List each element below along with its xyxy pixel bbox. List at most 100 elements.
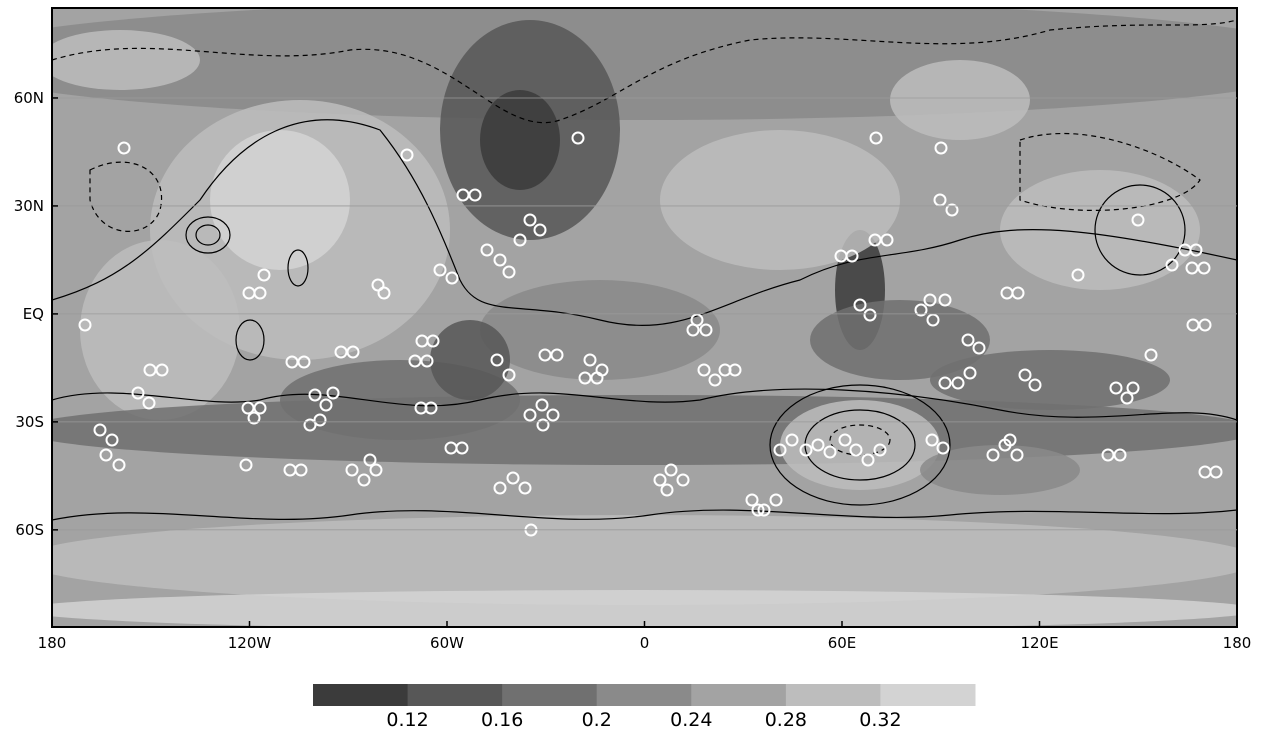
contour-line <box>52 19 1237 124</box>
field-patch <box>810 300 990 380</box>
site-marker <box>1011 286 1025 300</box>
site-marker <box>697 363 711 377</box>
site-marker <box>253 401 267 415</box>
site-marker <box>571 131 585 145</box>
site-marker <box>1189 243 1203 257</box>
site-marker <box>490 353 504 367</box>
colorbar-label: 0.2 <box>582 709 612 731</box>
contour-line <box>52 388 1237 421</box>
site-marker <box>319 398 333 412</box>
contour-line <box>235 319 265 361</box>
x-tick-label: 120E <box>1020 634 1058 652</box>
x-tick-label: 60E <box>828 634 857 652</box>
y-tick-label: 30S <box>15 413 44 431</box>
site-marker <box>506 471 520 485</box>
field-patch <box>930 350 1170 410</box>
y-tick-label: 60S <box>15 521 44 539</box>
site-marker <box>117 141 131 155</box>
site-marker <box>769 493 783 507</box>
site-marker <box>1071 268 1085 282</box>
site-marker <box>346 345 360 359</box>
site-marker <box>518 481 532 495</box>
contour-line <box>185 216 231 254</box>
site-marker <box>1209 465 1223 479</box>
y-tick-label: EQ <box>23 305 44 323</box>
field-patch <box>1000 170 1200 290</box>
contour-line <box>89 161 163 232</box>
site-marker <box>660 483 674 497</box>
site-marker <box>502 368 516 382</box>
contour-line <box>769 384 951 506</box>
contour-line <box>52 509 1237 521</box>
site-marker <box>142 396 156 410</box>
site-marker <box>294 463 308 477</box>
field-patch <box>52 590 1237 627</box>
site-marker <box>951 376 965 390</box>
site-marker <box>546 408 560 422</box>
site-marker <box>239 458 253 472</box>
site-marker <box>523 213 537 227</box>
site-marker <box>880 233 894 247</box>
site-marker <box>933 193 947 207</box>
x-tick-label: 0 <box>640 634 650 652</box>
site-marker <box>535 398 549 412</box>
site-marker <box>105 433 119 447</box>
contour-line <box>287 249 309 287</box>
site-marker <box>1131 213 1145 227</box>
colorbar-swatch <box>502 684 598 706</box>
site-marker <box>945 203 959 217</box>
field-patch <box>890 60 1030 140</box>
site-marker <box>923 293 937 307</box>
site-marker <box>502 265 516 279</box>
site-marker <box>869 131 883 145</box>
site-marker <box>1197 261 1211 275</box>
site-marker <box>455 441 469 455</box>
field-patch <box>52 515 1237 605</box>
site-marker <box>313 413 327 427</box>
site-marker <box>925 433 939 447</box>
site-marker <box>853 298 867 312</box>
site-marker <box>1018 368 1032 382</box>
site-marker <box>699 323 713 337</box>
site-marker <box>253 286 267 300</box>
colorbar-swatch <box>691 684 787 706</box>
site-marker <box>536 418 550 432</box>
site-marker <box>1165 258 1179 272</box>
x-tick-label: 180 <box>1223 634 1252 652</box>
site-marker <box>751 503 765 517</box>
site-marker <box>1144 348 1158 362</box>
site-marker <box>468 188 482 202</box>
field-patch <box>52 30 200 90</box>
site-marker <box>257 268 271 282</box>
contour-line <box>1019 133 1201 211</box>
colorbar-swatch <box>785 684 881 706</box>
contour-line <box>52 119 1237 327</box>
site-marker <box>676 473 690 487</box>
site-marker <box>785 433 799 447</box>
site-marker <box>523 408 537 422</box>
colorbar-label: 0.28 <box>765 709 807 731</box>
contour-line <box>195 224 221 246</box>
site-marker <box>845 249 859 263</box>
site-marker <box>480 243 494 257</box>
site-marker <box>131 386 145 400</box>
site-marker <box>420 354 434 368</box>
site-marker <box>1010 448 1024 462</box>
site-marker <box>849 443 863 457</box>
site-marker <box>326 386 340 400</box>
colorbar-label: 0.32 <box>859 709 901 731</box>
site-marker <box>377 286 391 300</box>
site-marker <box>357 473 371 487</box>
site-marker <box>745 493 759 507</box>
site-marker <box>936 441 950 455</box>
site-marker <box>155 363 169 377</box>
site-marker <box>78 318 92 332</box>
site-marker <box>986 448 1000 462</box>
site-marker <box>664 463 678 477</box>
site-marker <box>1126 381 1140 395</box>
site-marker <box>426 334 440 348</box>
site-marker <box>757 503 771 517</box>
site-marker <box>369 463 383 477</box>
site-marker <box>303 418 317 432</box>
